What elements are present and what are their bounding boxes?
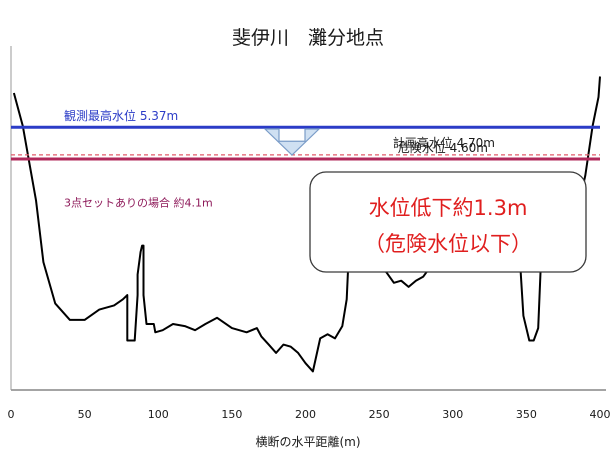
callout-frame	[309, 171, 587, 273]
reference-label-1: 計画高水位 4.70m	[393, 135, 495, 150]
x-tick-label: 200	[295, 408, 316, 421]
reference-label-0: 観測最高水位 5.37m	[64, 108, 178, 123]
x-tick-label: 50	[78, 408, 92, 421]
x-tick-label: 350	[516, 408, 537, 421]
cross-section-line-0	[12, 76, 601, 373]
x-tick-label: 150	[221, 408, 242, 421]
x-axis-label: 横断の水平距離(m)	[255, 434, 360, 449]
callout-line-2: （危険水位以下）	[364, 232, 532, 256]
callout-line-1: 水位低下約1.3m	[369, 196, 528, 220]
x-axis-ticks: 0 50 100 150 200 250 300 350 400	[8, 408, 611, 421]
callout-box: 水位低下約1.3m （危険水位以下）	[309, 171, 587, 273]
x-tick-label: 0	[8, 408, 15, 421]
reference-label-3: 3点セットありの場合 約4.1m	[64, 196, 213, 210]
plot-area	[10, 46, 606, 391]
down-arrow-icon	[263, 128, 321, 156]
x-tick-label: 100	[148, 408, 169, 421]
x-tick-label: 300	[442, 408, 463, 421]
x-tick-label: 250	[369, 408, 390, 421]
x-tick-label: 400	[590, 408, 611, 421]
arrow-shape	[263, 128, 321, 156]
reference-label-2: 危険水位 4.60m	[398, 140, 488, 155]
chart-title: 斐伊川 灘分地点	[232, 27, 384, 49]
